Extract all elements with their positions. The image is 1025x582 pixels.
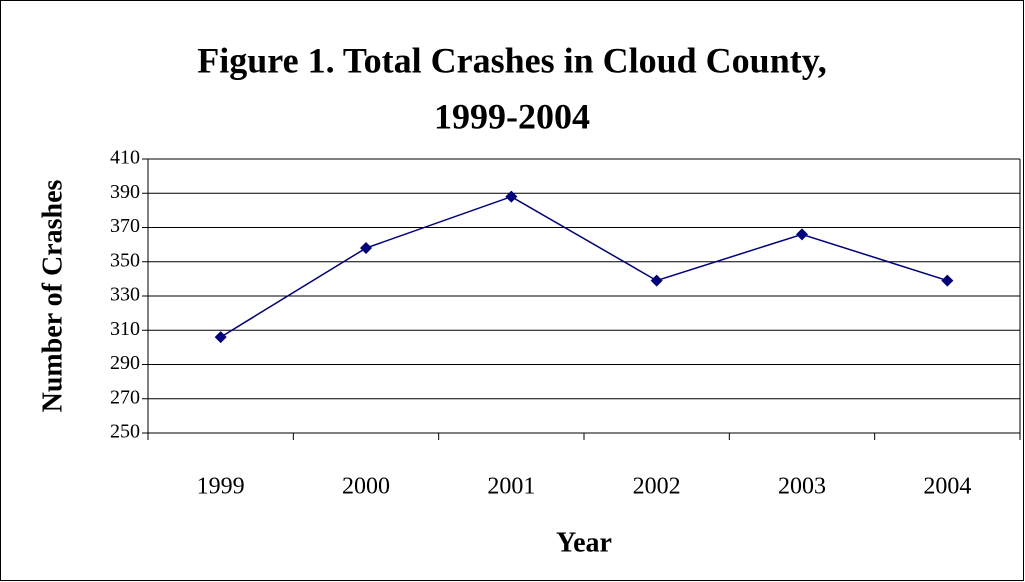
y-axis-title: Number of Crashes [37,179,68,412]
marker [360,242,372,255]
x-tick-label: 2000 [342,474,390,500]
y-tick-label: 290 [110,352,140,374]
y-tick-label: 270 [110,386,140,408]
y-tick-label: 310 [110,318,140,340]
chart-title: Figure 1. Total Crashes in Cloud County, [197,40,826,80]
x-tick-label: 1999 [197,474,245,500]
x-tick-label: 2003 [778,474,826,500]
x-tick-label: 2002 [633,474,681,500]
marker [505,190,518,203]
y-tick-label: 390 [110,181,140,203]
marker [796,228,808,241]
marker [941,274,954,287]
y-tick-label: 350 [110,249,140,271]
x-axis-title: Year [556,527,612,558]
x-tick-label: 2004 [923,474,971,500]
line [220,195,948,338]
y-tick-label: 250 [110,421,140,443]
marker [650,274,663,287]
x-tick-label: 2001 [487,474,535,500]
chart-title: 1999-2004 [434,96,590,136]
y-tick-label: 410 [110,147,140,169]
y-tick-label: 330 [110,284,140,306]
marker [214,331,227,344]
y-tick-label: 370 [110,215,140,237]
